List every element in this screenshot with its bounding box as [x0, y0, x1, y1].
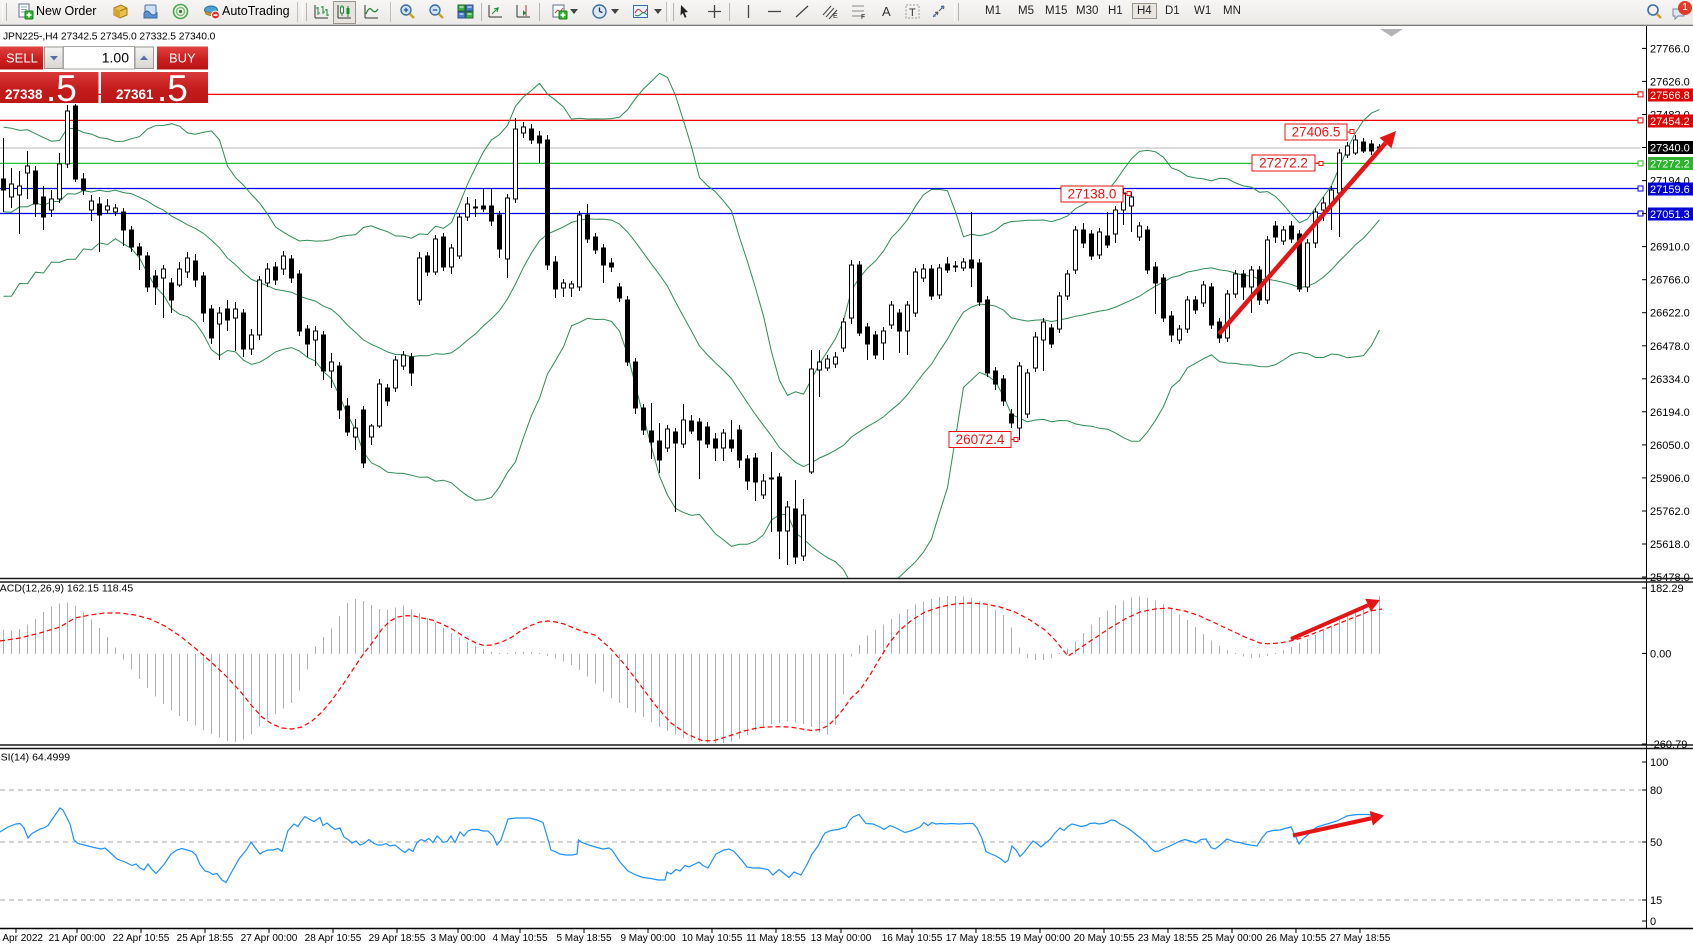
- svg-text:10 May 10:55: 10 May 10:55: [682, 933, 743, 944]
- svg-text:1.00: 1.00: [102, 50, 129, 66]
- svg-text:5 May 18:55: 5 May 18:55: [556, 933, 611, 944]
- svg-text:27406.5: 27406.5: [1292, 125, 1341, 140]
- svg-text:26194.0: 26194.0: [1650, 407, 1690, 419]
- svg-text:25762.0: 25762.0: [1650, 506, 1690, 518]
- svg-text:27272.2: 27272.2: [1650, 159, 1690, 171]
- svg-text:SELL: SELL: [6, 51, 38, 66]
- svg-text:100: 100: [1650, 757, 1668, 769]
- svg-text:13 May 00:00: 13 May 00:00: [811, 933, 872, 944]
- svg-text:.5: .5: [46, 68, 77, 109]
- svg-text:27566.8: 27566.8: [1650, 90, 1690, 102]
- svg-text:20 Apr 2022: 20 Apr 2022: [0, 933, 43, 944]
- svg-text:27626.0: 27626.0: [1650, 76, 1690, 88]
- svg-text:.5: .5: [157, 68, 188, 109]
- svg-text:27 May 18:55: 27 May 18:55: [1330, 933, 1391, 944]
- svg-text:0: 0: [1650, 916, 1656, 928]
- svg-text:11 May 18:55: 11 May 18:55: [746, 933, 806, 944]
- svg-text:26478.0: 26478.0: [1650, 341, 1690, 353]
- svg-text:27454.2: 27454.2: [1650, 116, 1690, 128]
- svg-text:16 May 10:55: 16 May 10:55: [882, 933, 943, 944]
- svg-text:T: T: [909, 7, 916, 19]
- svg-text:15: 15: [1650, 895, 1662, 907]
- svg-text:26910.0: 26910.0: [1650, 242, 1690, 254]
- svg-text:3 May 00:00: 3 May 00:00: [430, 933, 485, 944]
- svg-text:27338: 27338: [5, 87, 43, 102]
- svg-text:26 May 10:55: 26 May 10:55: [1266, 933, 1327, 944]
- svg-text:17 May 18:55: 17 May 18:55: [946, 933, 1007, 944]
- svg-text:26622.0: 26622.0: [1650, 308, 1690, 320]
- svg-text:25618.0: 25618.0: [1650, 539, 1690, 551]
- svg-text:28 Apr 10:55: 28 Apr 10:55: [305, 933, 362, 944]
- svg-text:27159.6: 27159.6: [1650, 184, 1690, 196]
- svg-text:27138.0: 27138.0: [1068, 187, 1117, 202]
- svg-text:27272.2: 27272.2: [1259, 156, 1308, 171]
- svg-text:80: 80: [1650, 785, 1662, 797]
- svg-text:25906.0: 25906.0: [1650, 473, 1690, 485]
- svg-text:19 May 00:00: 19 May 00:00: [1010, 933, 1071, 944]
- svg-text:26072.4: 26072.4: [956, 432, 1005, 447]
- svg-text:A: A: [882, 4, 891, 19]
- svg-text:29 Apr 18:55: 29 Apr 18:55: [369, 933, 426, 944]
- svg-text:RSI(14) 64.4999: RSI(14) 64.4999: [0, 752, 70, 764]
- svg-text:25 May 00:00: 25 May 00:00: [1202, 933, 1263, 944]
- svg-text:23 May 18:55: 23 May 18:55: [1138, 933, 1199, 944]
- svg-text:BUY: BUY: [169, 51, 196, 66]
- svg-text:27 Apr 00:00: 27 Apr 00:00: [241, 933, 298, 944]
- svg-text:MACD(12,26,9) 162.15 118.45: MACD(12,26,9) 162.15 118.45: [0, 583, 133, 595]
- svg-text:9 May 00:00: 9 May 00:00: [620, 933, 675, 944]
- svg-text:27340.0: 27340.0: [1650, 143, 1690, 155]
- svg-text:50: 50: [1650, 837, 1662, 849]
- svg-text:F: F: [861, 14, 865, 20]
- svg-text:182.29: 182.29: [1650, 583, 1684, 595]
- svg-text:26050.0: 26050.0: [1650, 440, 1690, 452]
- svg-text:20 May 10:55: 20 May 10:55: [1074, 933, 1135, 944]
- svg-text:-260.79: -260.79: [1650, 739, 1687, 751]
- svg-text:27766.0: 27766.0: [1650, 43, 1690, 55]
- svg-text:26766.0: 26766.0: [1650, 275, 1690, 287]
- svg-text:21 Apr 00:00: 21 Apr 00:00: [49, 933, 106, 944]
- svg-text:26334.0: 26334.0: [1650, 374, 1690, 386]
- svg-text:4 May 10:55: 4 May 10:55: [492, 933, 547, 944]
- svg-text:0.00: 0.00: [1650, 648, 1671, 660]
- svg-text:27051.3: 27051.3: [1650, 209, 1690, 221]
- svg-text:E: E: [833, 13, 838, 20]
- svg-text:27361: 27361: [116, 87, 154, 102]
- svg-text:22 Apr 10:55: 22 Apr 10:55: [113, 933, 170, 944]
- svg-text:25 Apr 18:55: 25 Apr 18:55: [177, 933, 234, 944]
- svg-text:JPN225-,H4 27342.5 27345.0 27: JPN225-,H4 27342.5 27345.0 27332.5 27340…: [3, 32, 216, 43]
